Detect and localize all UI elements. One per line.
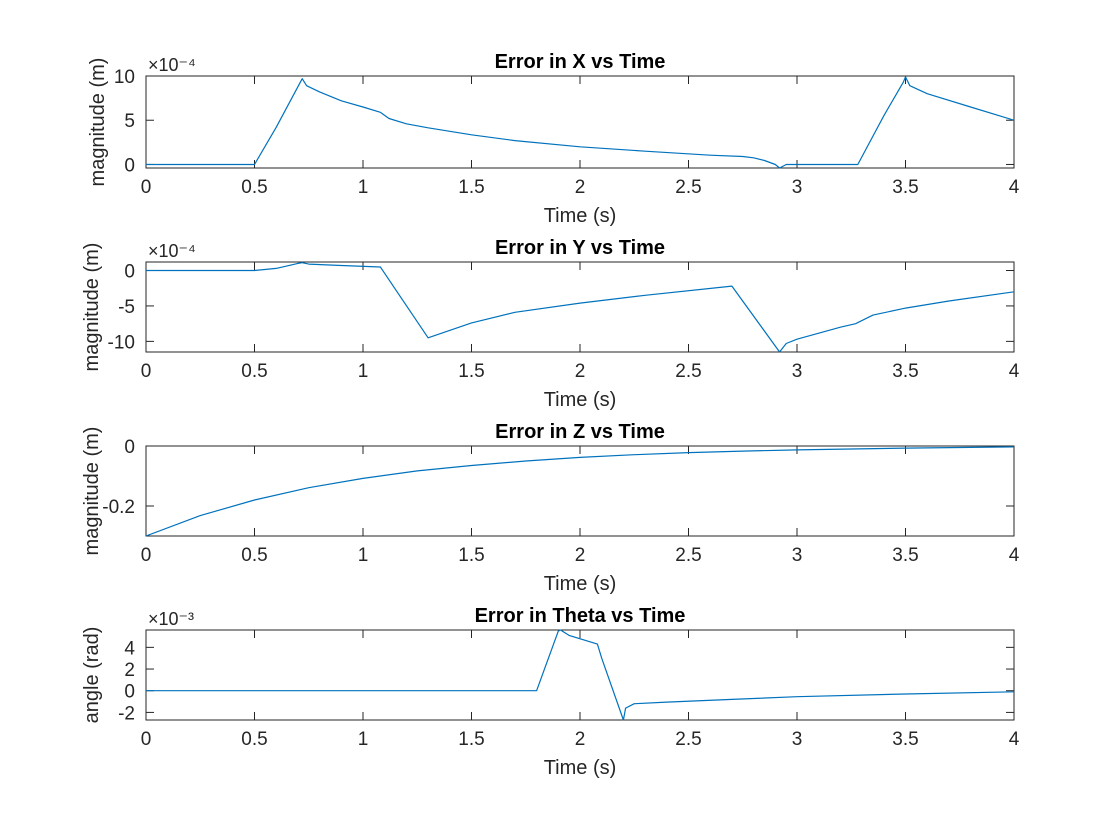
x-tick-label: 2.5 [675,729,701,750]
y-tick-label: 2 [124,660,135,681]
y-axis-label: magnitude (m) [81,427,103,556]
plot-area [145,261,1015,353]
x-tick-label: 2 [575,545,586,566]
x-tick-label: 4 [1009,545,1020,566]
y-exponent-label: ×10⁻³ [148,609,194,629]
x-tick-label: 1.5 [458,361,484,382]
chart-title: Error in Theta vs Time [475,605,686,627]
x-tick-label: 0.5 [241,545,267,566]
y-axis-label: magnitude (m) [81,243,103,372]
x-tick-label: 3.5 [892,729,918,750]
x-tick-label: 1 [358,177,369,198]
y-tick-label: 0 [124,262,135,283]
plot-area [145,629,1015,721]
x-tick-label: 0 [141,361,152,382]
x-tick-label: 1 [358,729,369,750]
x-axis-label: Time (s) [544,757,617,779]
x-tick-label: 3.5 [892,361,918,382]
x-tick-label: 0 [141,177,152,198]
y-exponent-label: ×10⁻⁴ [148,241,196,261]
y-exponent-label: ×10⁻⁴ [148,55,196,75]
plot-area [145,445,1015,537]
x-tick-label: 3 [792,729,803,750]
y-tick-label: 0 [124,437,135,458]
x-tick-label: 1.5 [458,177,484,198]
series-line-1 [146,76,1014,169]
y-tick-label: -2 [118,703,135,724]
series-line-1 [146,262,1014,353]
x-tick-label: 3 [792,361,803,382]
y-tick-label: -10 [108,332,135,353]
chart-title: Error in Y vs Time [495,237,665,259]
x-tick-label: 3.5 [892,545,918,566]
subplot-3: 0 0.5 1 1.5 2 2.5 3 3.5 4 -0.2 0 Error in Z vs Time… [81,421,1020,595]
x-tick-label: 4 [1009,729,1020,750]
x-tick-label: 3 [792,545,803,566]
x-tick-label: 2 [575,729,586,750]
y-tick-label: 5 [124,111,135,132]
x-axis-label: Time (s) [544,389,617,411]
y-tick-label: -0.2 [102,497,135,518]
x-axis-label: Time (s) [544,573,617,595]
x-tick-label: 2 [575,361,586,382]
y-tick-label: 0 [124,155,135,176]
series-line-1 [146,446,1014,537]
y-tick-label: 0 [124,682,135,703]
x-tick-label: 0 [141,729,152,750]
subplot-2: 0 0.5 1 1.5 2 2.5 3 3.5 4 -10 -5 0 ×10⁻⁴ Error in Y v… [81,237,1020,411]
x-tick-label: 1.5 [458,729,484,750]
x-tick-label: 3.5 [892,177,918,198]
x-tick-label: 4 [1009,177,1020,198]
x-tick-label: 3 [792,177,803,198]
x-tick-label: 1 [358,545,369,566]
x-tick-label: 0.5 [241,361,267,382]
y-tick-label: -5 [118,297,135,318]
x-tick-label: 4 [1009,361,1020,382]
x-tick-label: 2.5 [675,361,701,382]
x-tick-label: 2.5 [675,545,701,566]
x-tick-label: 1 [358,361,369,382]
chart-title: Error in Z vs Time [495,421,665,443]
subplot-1: 0 0.5 1 1.5 2 2.5 3 3.5 4 0 5 10 ×10⁻⁴ Error in X vs … [87,51,1020,227]
x-tick-label: 1.5 [458,545,484,566]
plot-area [145,75,1015,169]
x-tick-label: 0 [141,545,152,566]
y-tick-label: 10 [114,67,135,88]
series-line-1 [146,629,1014,721]
y-axis-label: magnitude (m) [87,58,109,187]
chart-title: Error in X vs Time [495,51,666,73]
x-tick-label: 0.5 [241,729,267,750]
y-tick-label: 4 [124,638,135,659]
x-tick-label: 2 [575,177,586,198]
y-axis-label: angle (rad) [81,627,103,724]
x-tick-label: 0.5 [241,177,267,198]
x-tick-label: 2.5 [675,177,701,198]
x-axis-label: Time (s) [544,205,617,227]
